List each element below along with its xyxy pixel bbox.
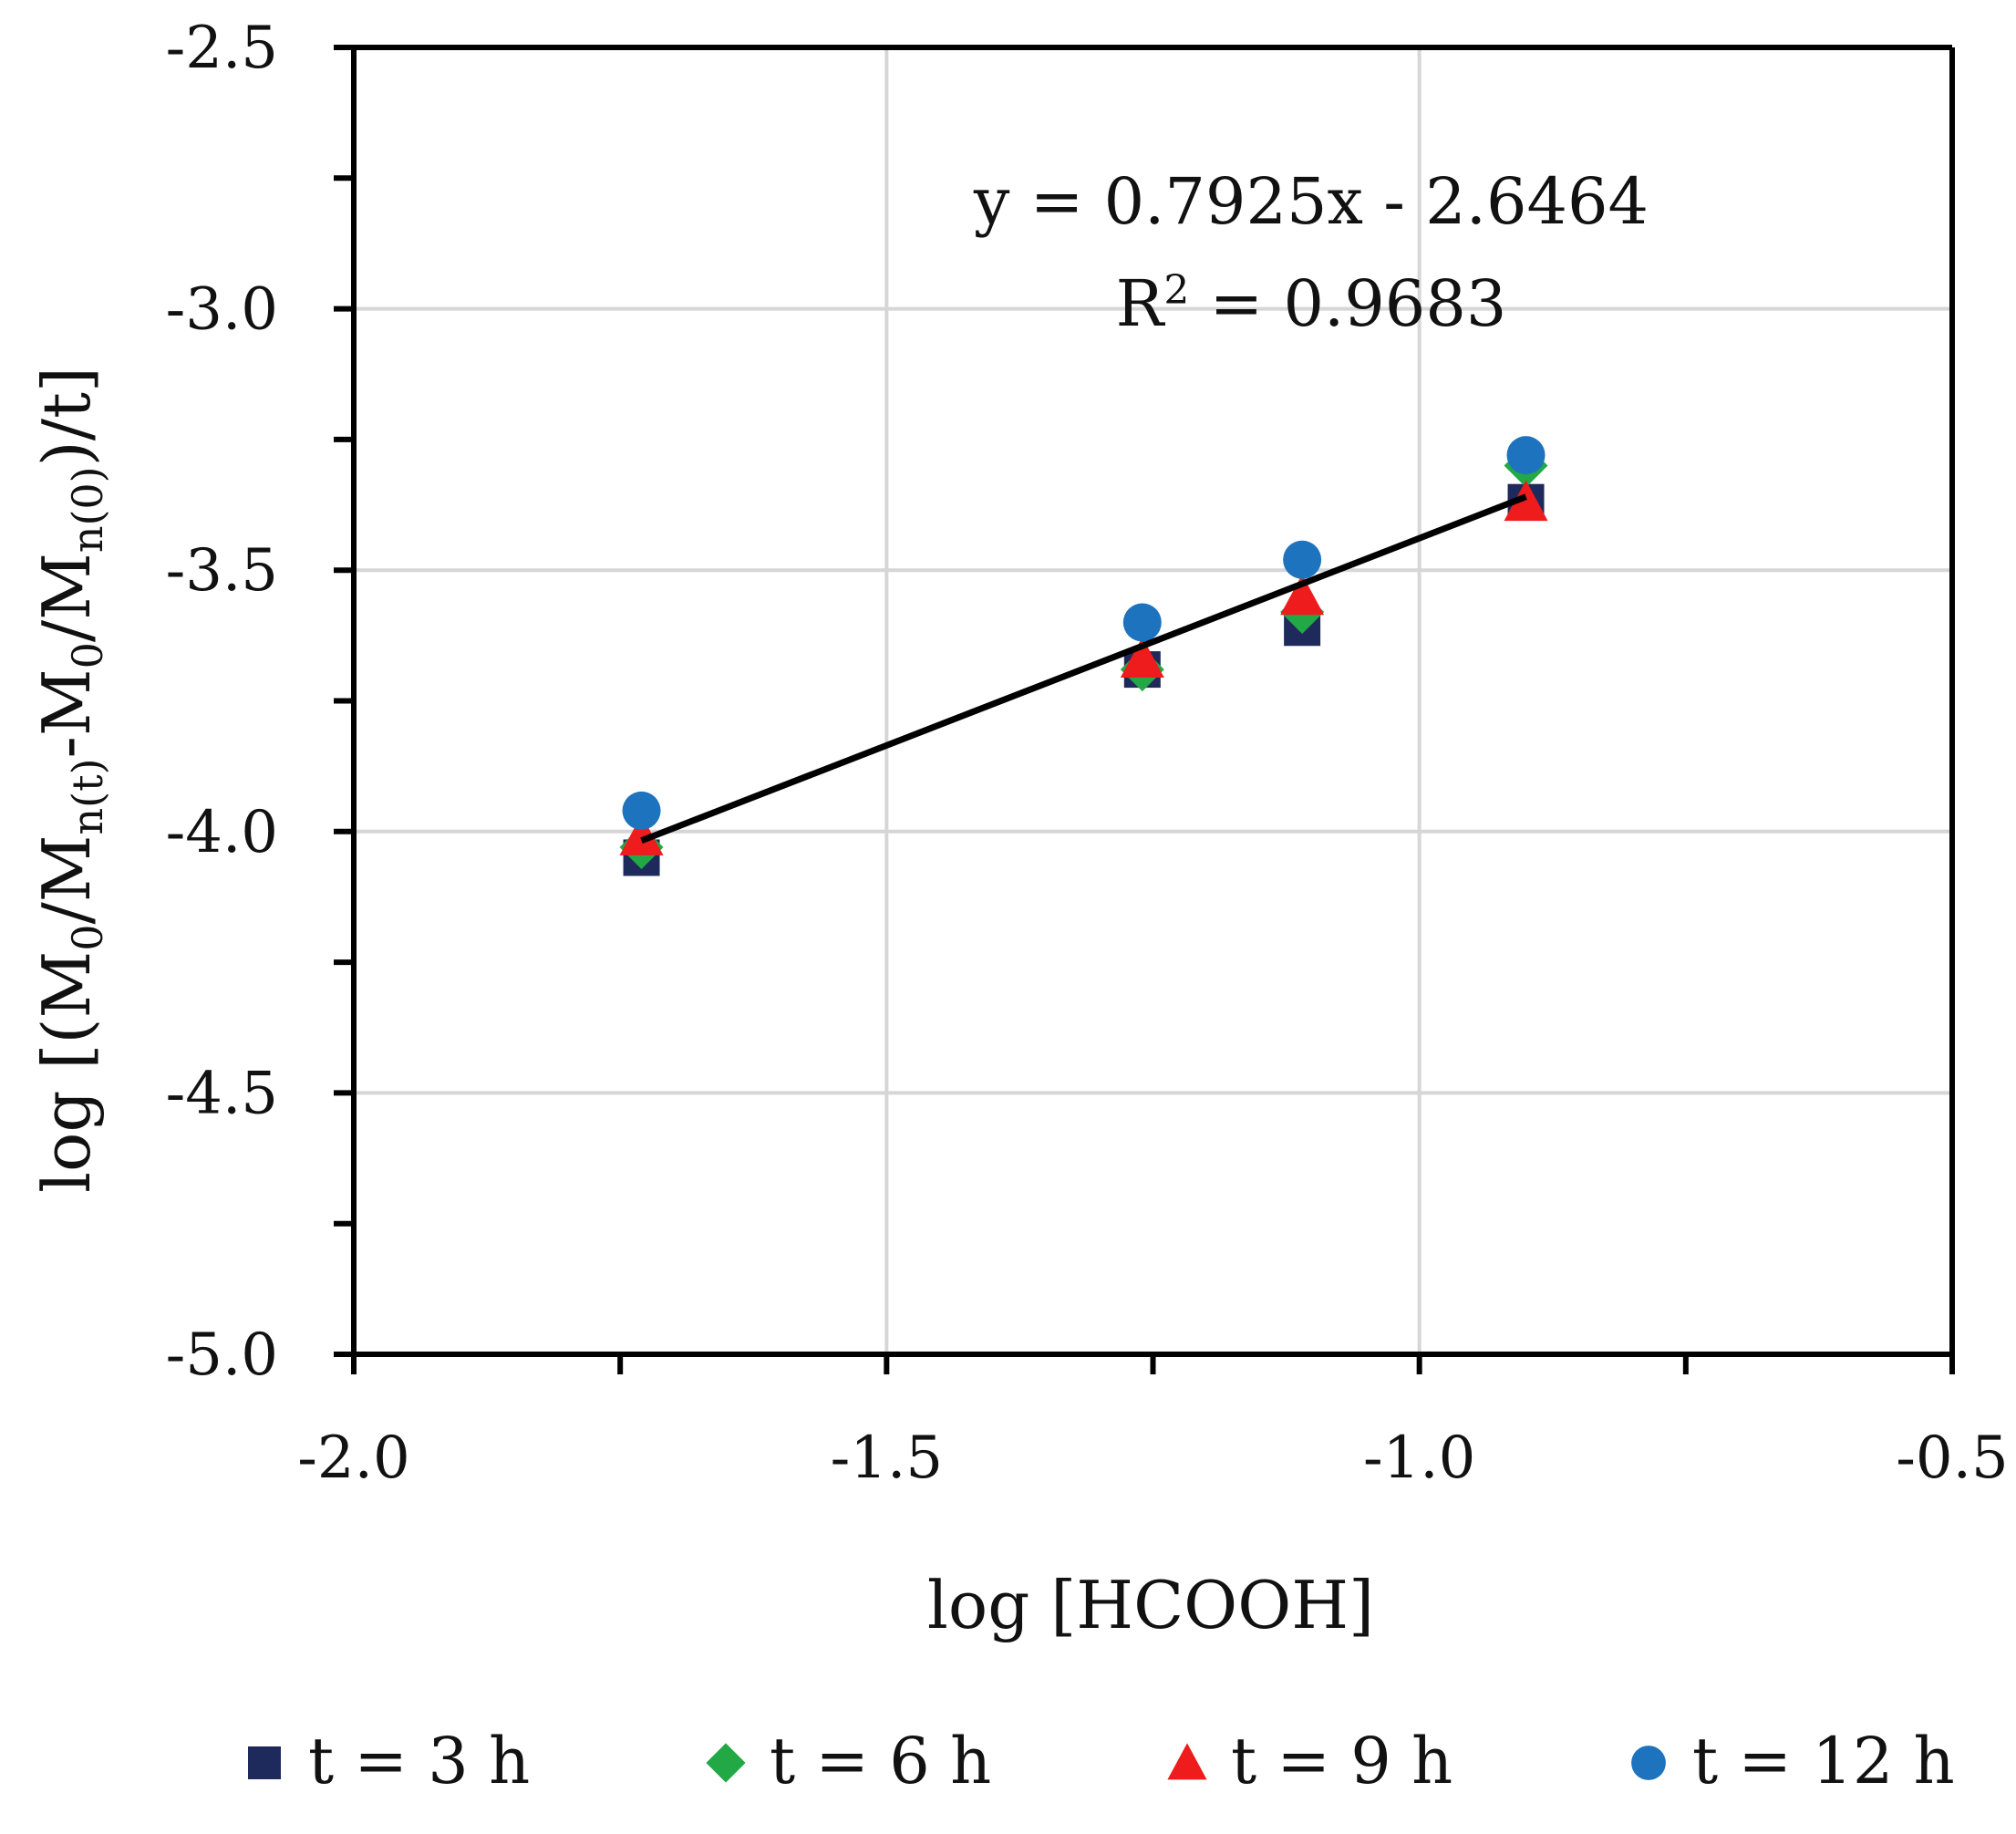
legend: t = 3 h t = 6 h t = 9 h t = 12 h [248, 1724, 1955, 1798]
point-t-12-h [1122, 603, 1162, 642]
legend-item: t = 6 h [706, 1724, 991, 1798]
trendline [640, 493, 1527, 844]
y-tick-label: -4.0 [166, 799, 278, 866]
r2-value: = 0.9683 [1189, 266, 1506, 341]
legend-marker [1631, 1746, 1666, 1780]
legend-label: t = 6 h [770, 1724, 991, 1798]
y-axis-title: log [(M0/Mn(t)-M0/Mn(0))/t] [28, 367, 112, 1193]
legend-marker [706, 1743, 746, 1783]
legend-label: t = 9 h [1231, 1724, 1453, 1798]
y-tick-label: -5.0 [166, 1321, 278, 1389]
tick-marks [334, 45, 1955, 1374]
point-t-12-h [1283, 540, 1322, 579]
y-tick-label: -3.5 [166, 537, 278, 605]
point-t-12-h [622, 791, 661, 830]
legend-marker [248, 1746, 281, 1779]
trendline-equation: y = 0.7925x - 2.6464 [973, 164, 1649, 239]
trendline-group [640, 493, 1527, 844]
legend-item: t = 12 h [1631, 1724, 1955, 1798]
legend-marker [1167, 1743, 1207, 1780]
legend-item: t = 9 h [1167, 1724, 1453, 1798]
y-tick-label: -3.0 [166, 276, 278, 344]
point-t-9-h [619, 814, 664, 855]
tick-labels: -2.0 -1.5 -1.0 -0.5 -5.0 -4.5 -4.0 -3.5 -3.0 -2.5 [166, 15, 2009, 1492]
x-tick-label: -1.0 [1363, 1425, 1475, 1492]
r2-prefix: R [1116, 266, 1166, 341]
legend-item: t = 3 h [248, 1724, 530, 1798]
grid [354, 46, 1954, 1354]
y-tick-label: -2.5 [166, 15, 278, 82]
data-points [619, 436, 1548, 876]
x-tick-label: -2.0 [297, 1425, 409, 1492]
point-t-9-h [1280, 574, 1325, 616]
point-t-9-h [1120, 637, 1164, 679]
x-tick-label: -1.5 [831, 1425, 943, 1492]
x-axis-title: log [HCOOH] [927, 1567, 1374, 1643]
r2-superscript: 2 [1163, 267, 1189, 314]
legend-label: t = 12 h [1692, 1724, 1955, 1798]
axes [351, 45, 1955, 1357]
point-t-9-h [1504, 480, 1548, 522]
x-tick-label: -0.5 [1896, 1425, 2008, 1492]
legend-label: t = 3 h [308, 1724, 530, 1798]
trendline-r-squared: R2 = 0.9683 [1116, 266, 1507, 341]
y-tick-label: -4.5 [166, 1060, 278, 1127]
point-t-12-h [1506, 436, 1546, 475]
